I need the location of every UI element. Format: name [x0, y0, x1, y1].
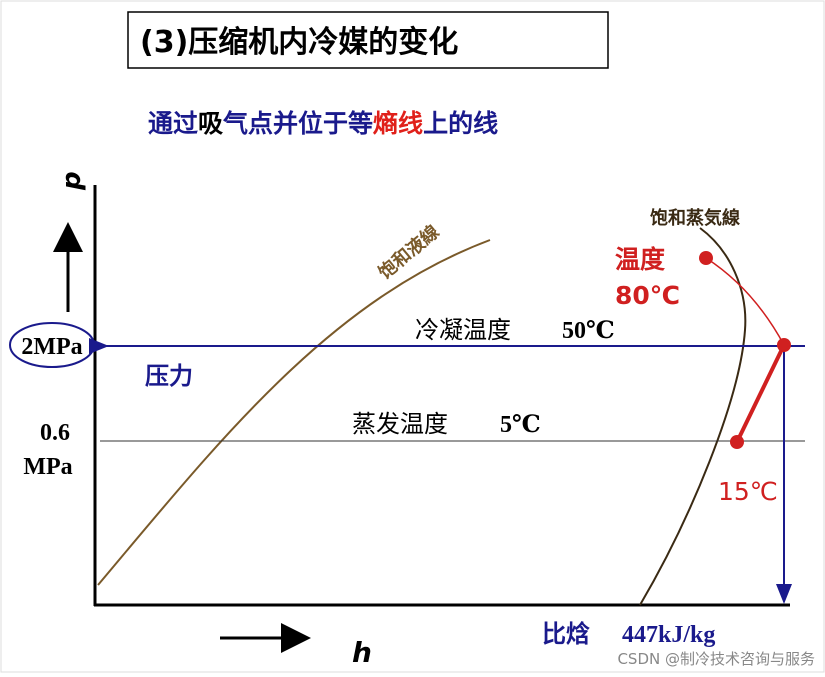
evaporating-value: 5℃ — [500, 412, 541, 438]
subtitle-part: 通过 — [148, 109, 198, 138]
title: (3)压缩机内冷媒的变化 — [140, 25, 458, 60]
subtitle-part: 熵线 — [372, 109, 423, 138]
saturated-vapor-line — [639, 227, 747, 606]
discharge-temp: 温度 — [615, 245, 665, 274]
condensing-value: 50℃ — [562, 318, 615, 344]
pressure-ellipse — [9, 322, 95, 368]
discharge-temp-value: 80℃ — [615, 281, 680, 310]
high-pressure: 2MPa — [21, 334, 82, 360]
point — [777, 338, 791, 352]
title-box — [127, 11, 609, 69]
y-axis-label: p — [57, 171, 87, 191]
point — [730, 435, 744, 449]
watermark: CSDN @制冷技术咨询与服务 — [617, 650, 815, 668]
saturated-liquid-line — [97, 239, 491, 586]
vapor-line-label: 饱和蒸気線 — [650, 207, 740, 229]
compression-curve — [705, 257, 785, 346]
subtitle: 通过吸气点并位于等熵线上的线 — [148, 109, 498, 138]
condensing: 冷凝温度 — [415, 316, 511, 344]
low-pressure-value: 0.6 — [40, 420, 70, 446]
enthalpy-value: 447kJ/kg — [622, 622, 715, 648]
point — [699, 251, 713, 265]
subtitle-part: 气点并位于等 — [222, 109, 373, 138]
low-pressure-unit: MPa — [23, 454, 72, 480]
enthalpy: 比焓 — [542, 620, 590, 648]
subtitle-part: 吸 — [198, 109, 223, 138]
isentropic-line — [735, 344, 786, 443]
suction-temp-value: 15℃ — [718, 477, 778, 506]
evaporating: 蒸发温度 — [352, 410, 448, 438]
x-axis-label: h — [352, 636, 372, 669]
liquid-line-label: 饱和液線 — [374, 221, 443, 284]
pressure-label: 压力 — [145, 362, 193, 390]
subtitle-part: 上的线 — [423, 109, 498, 138]
